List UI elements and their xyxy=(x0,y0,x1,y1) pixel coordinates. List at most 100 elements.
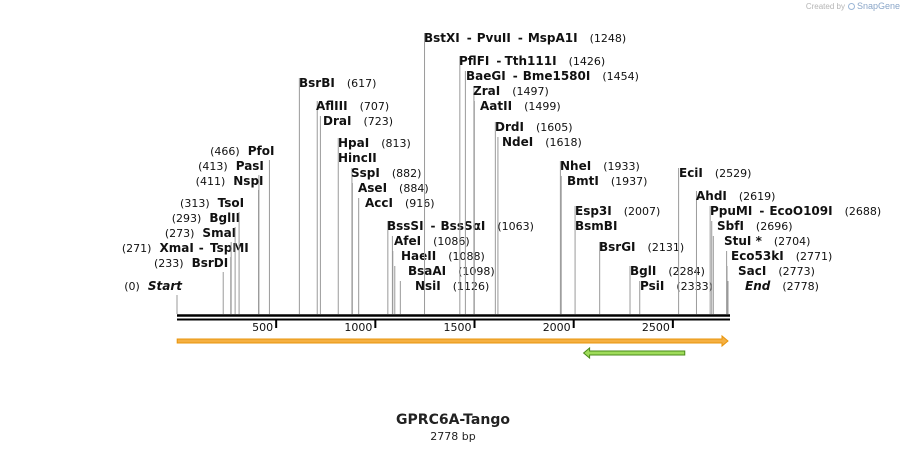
site-label: (413) PasI xyxy=(198,159,264,173)
enzyme-name: Eco53kI xyxy=(731,249,784,263)
site-stui-: StuI * (2704) xyxy=(712,234,810,314)
enzyme-name: BglII xyxy=(209,211,240,225)
enzyme-name: Start xyxy=(148,279,183,293)
enzyme-name: SacI xyxy=(738,264,766,278)
site-bgli: BglI (2284) xyxy=(629,264,705,314)
enzyme-name: AccI xyxy=(365,196,393,210)
enzyme-name: BssSI xyxy=(387,219,424,233)
site-label: DrdI (1605) xyxy=(495,120,573,134)
site-label: (411) NspI xyxy=(196,174,264,188)
site-pasi: (413) PasI xyxy=(198,159,264,314)
enzyme-name: Bme1580I xyxy=(523,69,591,83)
site-position: (1426) xyxy=(569,55,606,68)
site-smai: (273) SmaI xyxy=(165,226,236,314)
site-eco53ki: Eco53kI (2771) xyxy=(726,249,833,314)
site-label: (293) BglII xyxy=(172,211,240,225)
site-label: PpuMI - EcoO109I (2688) xyxy=(710,204,881,218)
enzyme-name: DrdI xyxy=(495,120,524,134)
orange-feature[interactable] xyxy=(176,334,729,348)
enzyme-name: BsrDI xyxy=(192,256,229,270)
enzyme-name: BaeGI xyxy=(466,69,506,83)
site-label: BsmBI xyxy=(575,219,617,233)
site-label: BaeGI - Bme1580I (1454) xyxy=(466,69,639,83)
site-label: HaeII (1088) xyxy=(401,249,485,263)
site-position: (1618) xyxy=(545,136,582,149)
enzyme-name: PsiI xyxy=(640,279,664,293)
site-psii: PsiI (2333) xyxy=(639,279,713,314)
ruler-tick-label: 2000 xyxy=(543,321,571,334)
site-position: (882) xyxy=(392,167,422,180)
site-bsmbi: BsmBI xyxy=(575,219,617,233)
site-label: AatII (1499) xyxy=(480,99,561,113)
site-position: (2529) xyxy=(715,167,752,180)
site-position: (2771) xyxy=(796,250,833,263)
enzyme-name: NsiI xyxy=(415,279,441,293)
site-pflfi-tth111i: PflFI - Tth111I (1426) xyxy=(459,54,605,314)
site-drdi: DrdI (1605) xyxy=(494,120,573,314)
site-position: (617) xyxy=(347,77,377,90)
enzyme-name: DraI xyxy=(323,114,351,128)
enzyme-name: NheI xyxy=(560,159,591,173)
site-position: (2778) xyxy=(782,280,819,293)
site-position: (884) xyxy=(399,182,429,195)
enzyme-name: BsaAI xyxy=(408,264,446,278)
site-bsrbi: BsrBI (617) xyxy=(298,76,376,314)
ruler-tick-label: 2500 xyxy=(642,321,670,334)
site-position: (2688) xyxy=(845,205,882,218)
site-label: DraI (723) xyxy=(323,114,393,128)
site-position: (1497) xyxy=(512,85,549,98)
site-label: (0) Start xyxy=(124,279,183,293)
site-position: (233) xyxy=(154,257,184,270)
site-position: (0) xyxy=(124,280,140,293)
site-bmti: BmtI (1937) xyxy=(560,174,648,314)
enzyme-name: NdeI xyxy=(502,135,533,149)
site-label: SbfI (2696) xyxy=(717,219,793,233)
site-position: (1499) xyxy=(524,100,561,113)
site-label: (273) SmaI xyxy=(165,226,236,240)
site-nhei: NheI (1933) xyxy=(559,159,640,314)
enzyme-name: SbfI xyxy=(717,219,744,233)
enzyme-name: BsrGI xyxy=(599,240,636,254)
credit-brand: SnapGene xyxy=(856,1,900,11)
site-position: (2333) xyxy=(676,280,713,293)
plasmid-name: GPRC6A-Tango xyxy=(396,412,510,428)
site-label: (313) TsoI xyxy=(180,196,244,210)
green-feature[interactable] xyxy=(582,346,686,360)
site-label: (271) XmaI - TspMI xyxy=(122,241,249,255)
site-position: (1063) xyxy=(497,220,534,233)
enzyme-name: AhdI xyxy=(696,189,727,203)
site-bsrgi: BsrGI (2131) xyxy=(599,240,684,314)
site-afliii: AflIII (707) xyxy=(316,99,389,314)
site-asei: AseI (884) xyxy=(351,181,429,314)
site-label: ZraI (1497) xyxy=(473,84,549,98)
site-drai: DraI (723) xyxy=(319,114,393,314)
site-position: (271) xyxy=(122,242,152,255)
enzyme-name: AfeI xyxy=(394,234,421,248)
site-label: PflFI - Tth111I (1426) xyxy=(459,54,605,68)
site-nsii: NsiI (1126) xyxy=(399,279,489,314)
site-position: (413) xyxy=(198,160,228,173)
site-position: (313) xyxy=(180,197,210,210)
site-label: BsrBI (617) xyxy=(299,76,376,90)
snapgene-credit: Created by SnapGene xyxy=(806,1,900,11)
site-position: (1937) xyxy=(611,175,648,188)
ruler-tick-label: 500 xyxy=(252,321,273,334)
site-tsoi: (313) TsoI xyxy=(180,196,244,314)
site-bstxi-pvuii-mspa1i: BstXI - PvuII - MspA1I (1248) xyxy=(424,31,626,314)
site-label: BstXI - PvuII - MspA1I (1248) xyxy=(424,31,626,45)
enzyme-name: AseI xyxy=(358,181,387,195)
enzyme-name: MspA1I xyxy=(528,31,578,45)
site-label: SspI (882) xyxy=(351,166,421,180)
enzyme-name: StuI * xyxy=(724,234,763,248)
site-position: (1454) xyxy=(602,70,639,83)
site-hpai: HpaI (813) xyxy=(337,136,411,314)
site-bsaai: BsaAI (1098) xyxy=(394,264,495,314)
enzyme-name: BsmBI xyxy=(575,219,617,233)
site-position: (2284) xyxy=(668,265,705,278)
site-label: End (2778) xyxy=(745,279,819,293)
site-position: (2696) xyxy=(756,220,793,233)
enzyme-name: NspI xyxy=(233,174,263,188)
site-label: (233) BsrDI xyxy=(154,256,228,270)
ruler-tick-label: 1000 xyxy=(344,321,372,334)
site-position: (466) xyxy=(210,145,240,158)
